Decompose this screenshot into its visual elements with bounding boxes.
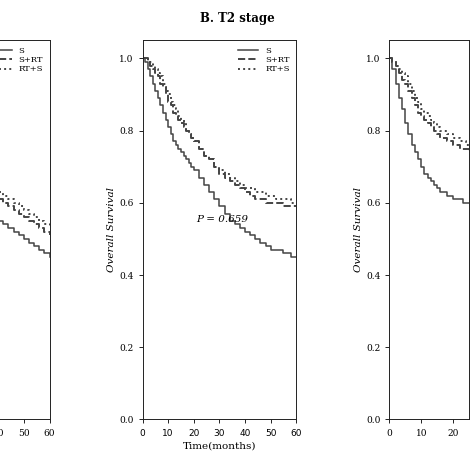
Y-axis label: Overall Survival: Overall Survival <box>107 187 116 273</box>
Legend: S, S+RT, RT+S: S, S+RT, RT+S <box>0 45 46 76</box>
Legend: S, S+RT, RT+S: S, S+RT, RT+S <box>235 45 292 76</box>
Y-axis label: Overall Survival: Overall Survival <box>354 187 363 273</box>
X-axis label: Time(months): Time(months) <box>182 442 256 451</box>
Text: B. T2 stage: B. T2 stage <box>200 12 274 25</box>
Text: P = 0.659: P = 0.659 <box>196 215 248 224</box>
